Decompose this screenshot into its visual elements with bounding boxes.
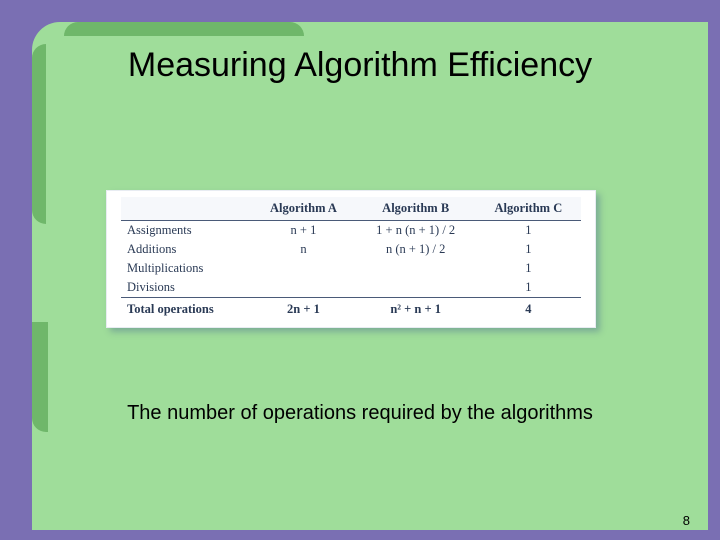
table-row: Multiplications 1 [121, 259, 581, 278]
row-label: Assignments [121, 221, 251, 241]
col-header: Algorithm C [476, 197, 581, 221]
cell: n [251, 240, 355, 259]
cell: 2n + 1 [251, 298, 355, 320]
decorative-curve-top [64, 22, 304, 36]
slide-caption: The number of operations required by the… [0, 402, 720, 425]
table: Algorithm A Algorithm B Algorithm C Assi… [121, 197, 581, 319]
cell: n (n + 1) / 2 [356, 240, 476, 259]
cell: 1 [476, 259, 581, 278]
table-row: Divisions 1 [121, 278, 581, 298]
cell: 1 + n (n + 1) / 2 [356, 221, 476, 241]
slide-title: Measuring Algorithm Efficiency [0, 46, 720, 85]
page-number: 8 [683, 513, 690, 528]
row-label: Total operations [121, 298, 251, 320]
table-header-row: Algorithm A Algorithm B Algorithm C [121, 197, 581, 221]
slide-frame: Measuring Algorithm Efficiency Algorithm… [0, 0, 720, 540]
col-header [121, 197, 251, 221]
cell [356, 259, 476, 278]
table-row: Additions n n (n + 1) / 2 1 [121, 240, 581, 259]
row-label: Additions [121, 240, 251, 259]
cell: n² + n + 1 [356, 298, 476, 320]
col-header: Algorithm B [356, 197, 476, 221]
cell: n + 1 [251, 221, 355, 241]
row-label: Divisions [121, 278, 251, 298]
cell [251, 278, 355, 298]
cell: 1 [476, 221, 581, 241]
cell [356, 278, 476, 298]
cell: 1 [476, 278, 581, 298]
operations-table: Algorithm A Algorithm B Algorithm C Assi… [106, 190, 596, 328]
cell [251, 259, 355, 278]
table-total-row: Total operations 2n + 1 n² + n + 1 4 [121, 298, 581, 320]
col-header: Algorithm A [251, 197, 355, 221]
table-row: Assignments n + 1 1 + n (n + 1) / 2 1 [121, 221, 581, 241]
cell: 1 [476, 240, 581, 259]
cell: 4 [476, 298, 581, 320]
row-label: Multiplications [121, 259, 251, 278]
